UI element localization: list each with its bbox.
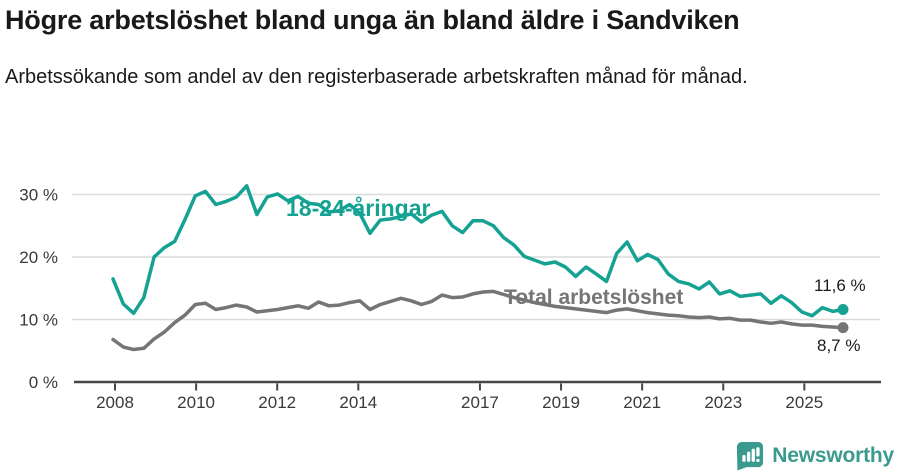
total-end-value-label: 8,7 % [817,336,861,355]
series-end-dot-0 [837,304,849,315]
y-tick-label: 20 % [19,248,58,267]
x-tick-label: 2023 [704,393,742,412]
chart-subtitle: Arbetssökande som andel av den registerb… [5,66,748,88]
x-tick-label: 2012 [258,393,296,412]
total-series-label: Total arbetslöshet [504,286,684,309]
series-line-1 [111,289,845,352]
x-tick-label: 2008 [96,393,134,412]
bar-chart-speech-bubble-icon [737,441,764,471]
x-tick-label: 2021 [623,393,661,412]
newsworthy-logo: Newsworthy [734,440,894,471]
y-tick-label: 0 % [29,373,58,392]
newsworthy-brand-text: Newsworthy [772,443,894,467]
young-end-value-label: 11,6 % [814,276,866,295]
chart-title: Högre arbetslöshet bland unga än bland ä… [5,5,740,35]
series-end-dot-1 [837,322,849,334]
x-tick-label: 2025 [785,393,823,412]
y-tick-label: 30 % [19,186,58,205]
x-tick-label: 2014 [339,393,377,412]
x-tick-label: 2010 [177,393,215,412]
young-series-label: 18-24-åringar [286,195,431,221]
series-line-0 [111,184,845,318]
x-tick-label: 2017 [461,393,499,412]
x-tick-label: 2019 [542,393,580,412]
y-tick-label: 10 % [19,311,58,330]
